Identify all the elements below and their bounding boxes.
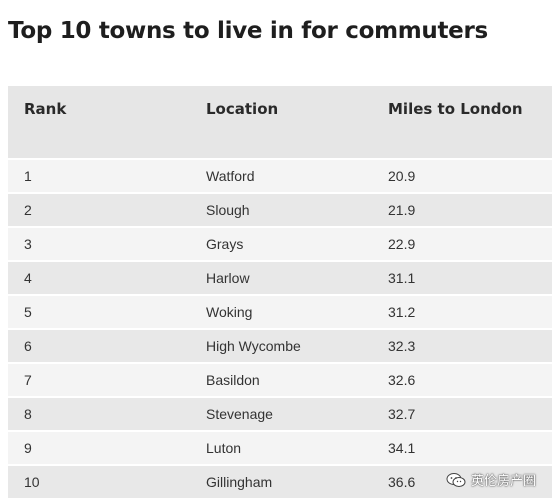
- wechat-icon: [446, 472, 466, 487]
- cell-location: Basildon: [206, 372, 260, 388]
- cell-miles: 20.9: [388, 168, 416, 184]
- cell-miles: 21.9: [388, 202, 416, 218]
- watermark: 英伦房产圈: [446, 470, 536, 489]
- cell-miles: 31.1: [388, 270, 416, 286]
- cell-rank: 8: [24, 406, 32, 422]
- cell-miles: 22.9: [388, 236, 416, 252]
- table-row: 5 Woking 31.2: [8, 294, 552, 328]
- cell-rank: 9: [24, 440, 32, 456]
- cell-rank: 1: [24, 168, 32, 184]
- table-row: 8 Stevenage 32.7: [8, 396, 552, 430]
- cell-miles: 32.3: [388, 338, 416, 354]
- cell-location: Slough: [206, 202, 250, 218]
- cell-miles: 31.2: [388, 304, 416, 320]
- cell-rank: 10: [24, 474, 40, 490]
- table-row: 7 Basildon 32.6: [8, 362, 552, 396]
- cell-location: Gillingham: [206, 474, 273, 490]
- cell-rank: 3: [24, 236, 32, 252]
- commuter-towns-table: Rank Location Miles to London 1 Watford 20…: [8, 86, 552, 498]
- cell-miles: 32.7: [388, 406, 416, 422]
- table-row: 1 Watford 20.9: [8, 158, 552, 192]
- table-header-row: Rank Location Miles to London: [8, 86, 552, 158]
- cell-rank: 7: [24, 372, 32, 388]
- cell-location: Woking: [206, 304, 253, 320]
- table-row: 4 Harlow 31.1: [8, 260, 552, 294]
- cell-location: High Wycombe: [206, 338, 301, 354]
- cell-location: Harlow: [206, 270, 250, 286]
- table-row: 6 High Wycombe 32.3: [8, 328, 552, 362]
- cell-location: Grays: [206, 236, 244, 252]
- cell-location: Luton: [206, 440, 242, 456]
- cell-rank: 5: [24, 304, 32, 320]
- watermark-text: 英伦房产圈: [470, 473, 536, 488]
- table-row: 3 Grays 22.9: [8, 226, 552, 260]
- cell-miles: 34.1: [388, 440, 416, 456]
- cell-miles: 32.6: [388, 372, 416, 388]
- table-row: 2 Slough 21.9: [8, 192, 552, 226]
- table-row: 9 Luton 34.1: [8, 430, 552, 464]
- cell-location: Stevenage: [206, 406, 273, 422]
- cell-miles: 36.6: [388, 474, 416, 490]
- table-body: 1 Watford 20.9 2 Slough 21.9 3 Grays 22.9 4 Harlow…: [8, 158, 552, 498]
- header-miles-to-london[interactable]: Miles to London: [388, 100, 523, 118]
- cell-rank: 4: [24, 270, 32, 286]
- header-location[interactable]: Location: [206, 100, 279, 118]
- cell-location: Watford: [206, 168, 255, 184]
- cell-rank: 6: [24, 338, 32, 354]
- header-rank[interactable]: Rank: [24, 100, 67, 118]
- page-title: Top 10 towns to live in for commuters: [8, 18, 488, 44]
- cell-rank: 2: [24, 202, 32, 218]
